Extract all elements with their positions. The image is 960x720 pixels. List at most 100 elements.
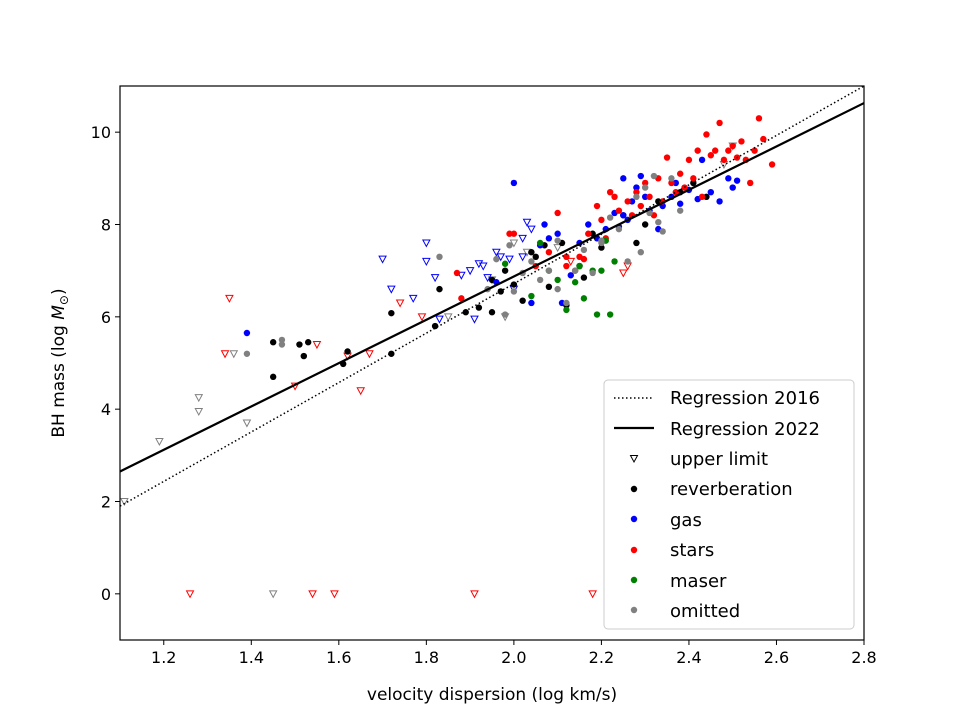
point-upper-limit bbox=[443, 313, 453, 322]
point-omitted bbox=[510, 288, 518, 295]
point-omitted bbox=[646, 209, 653, 217]
point-stars bbox=[694, 147, 701, 154]
x-tick-label: 1.4 bbox=[239, 648, 264, 667]
point-omitted bbox=[493, 255, 500, 263]
legend-label-omitted: omitted bbox=[670, 601, 740, 622]
point-stars bbox=[716, 119, 723, 127]
point-stars bbox=[698, 193, 706, 200]
legend-label-stars: stars bbox=[670, 540, 714, 561]
y-tick-label: 6 bbox=[101, 308, 111, 327]
point-omitted bbox=[668, 175, 675, 182]
point-gas bbox=[541, 221, 548, 228]
point-upper-limit bbox=[492, 248, 501, 257]
point-reverberation bbox=[296, 341, 303, 348]
point-stars bbox=[606, 188, 614, 196]
point-upper-limit bbox=[194, 394, 204, 403]
point-omitted bbox=[501, 311, 509, 318]
point-upper-limit bbox=[483, 274, 492, 283]
point-stars bbox=[738, 138, 745, 145]
x-tick-label: 1.8 bbox=[414, 648, 439, 667]
point-omitted bbox=[637, 249, 644, 256]
x-tick-label: 2.4 bbox=[676, 648, 701, 667]
point-reverberation bbox=[510, 281, 518, 288]
point-gas bbox=[585, 221, 592, 228]
point-upper-limit bbox=[566, 257, 576, 266]
point-omitted bbox=[650, 172, 658, 180]
point-gas bbox=[567, 272, 574, 279]
line-regression-2016 bbox=[120, 86, 864, 507]
point-reverberation bbox=[519, 297, 526, 304]
legend-box bbox=[603, 379, 855, 630]
point-omitted bbox=[554, 285, 561, 293]
plot-frame bbox=[119, 85, 865, 641]
point-stars bbox=[633, 188, 640, 196]
point-reverberation bbox=[269, 339, 277, 346]
point-omitted bbox=[633, 193, 640, 200]
point-maser bbox=[554, 276, 561, 284]
point-reverberation bbox=[501, 267, 509, 274]
point-upper-limit bbox=[522, 218, 532, 227]
point-upper-limit bbox=[120, 498, 129, 507]
point-stars bbox=[720, 156, 728, 164]
point-upper-limit bbox=[185, 590, 195, 599]
legend-label-regression-2016: Regression 2016 bbox=[670, 388, 820, 409]
point-gas bbox=[628, 198, 636, 205]
point-gas bbox=[633, 184, 640, 191]
point-stars bbox=[707, 152, 715, 159]
legend-label-gas: gas bbox=[670, 510, 702, 531]
point-upper-limit bbox=[518, 234, 527, 243]
y-axis-label-sub: ⊙ bbox=[57, 295, 71, 305]
point-reverberation bbox=[641, 221, 649, 228]
point-upper-limit bbox=[470, 315, 479, 324]
point-reverberation bbox=[388, 309, 395, 317]
point-reverberation bbox=[598, 244, 605, 251]
point-stars bbox=[685, 156, 693, 164]
point-reverberation bbox=[431, 322, 439, 330]
legend-swatch-stars bbox=[630, 546, 638, 554]
point-upper-limit bbox=[220, 350, 230, 359]
x-tick-label: 2.2 bbox=[589, 648, 614, 667]
point-upper-limit bbox=[194, 407, 204, 417]
point-gas bbox=[558, 299, 566, 307]
point-reverberation bbox=[436, 285, 443, 293]
point-upper-limit bbox=[308, 590, 317, 599]
point-stars bbox=[690, 175, 697, 182]
point-upper-limit bbox=[312, 341, 322, 350]
point-gas bbox=[554, 230, 561, 237]
point-upper-limit bbox=[229, 350, 239, 359]
point-upper-limit bbox=[378, 255, 387, 264]
point-omitted bbox=[606, 214, 614, 221]
point-maser bbox=[528, 292, 535, 300]
y-tick-label: 0 bbox=[101, 585, 111, 604]
point-stars bbox=[554, 209, 561, 217]
point-omitted bbox=[615, 225, 623, 233]
point-upper-limit bbox=[527, 225, 536, 234]
point-omitted bbox=[506, 242, 513, 249]
point-gas bbox=[707, 188, 715, 196]
point-reverberation bbox=[344, 348, 351, 355]
point-stars bbox=[453, 269, 461, 277]
point-upper-limit bbox=[435, 315, 444, 324]
point-omitted bbox=[528, 258, 535, 265]
legend-label-reverberation: reverberation bbox=[670, 479, 793, 500]
point-reverberation bbox=[528, 249, 535, 256]
point-upper-limit bbox=[422, 239, 431, 248]
legend-swatch-gas bbox=[630, 515, 638, 523]
point-stars bbox=[646, 193, 653, 200]
point-upper-limit bbox=[478, 262, 488, 271]
point-stars bbox=[641, 179, 649, 187]
point-stars bbox=[676, 170, 684, 177]
legend-label-regression-2022: Regression 2022 bbox=[670, 419, 820, 440]
point-omitted bbox=[580, 246, 588, 254]
y-axis-label-main: BH mass (log bbox=[49, 320, 69, 438]
point-stars bbox=[755, 115, 763, 122]
legend-label-upper-limit: upper limit bbox=[670, 449, 768, 470]
point-maser bbox=[563, 306, 570, 314]
point-upper-limit bbox=[588, 590, 597, 599]
point-gas bbox=[676, 200, 684, 207]
point-upper-limit bbox=[417, 313, 427, 322]
point-omitted bbox=[563, 299, 570, 307]
x-tick-label: 2.6 bbox=[764, 648, 789, 667]
legend-swatch-upper-limit bbox=[629, 455, 639, 464]
